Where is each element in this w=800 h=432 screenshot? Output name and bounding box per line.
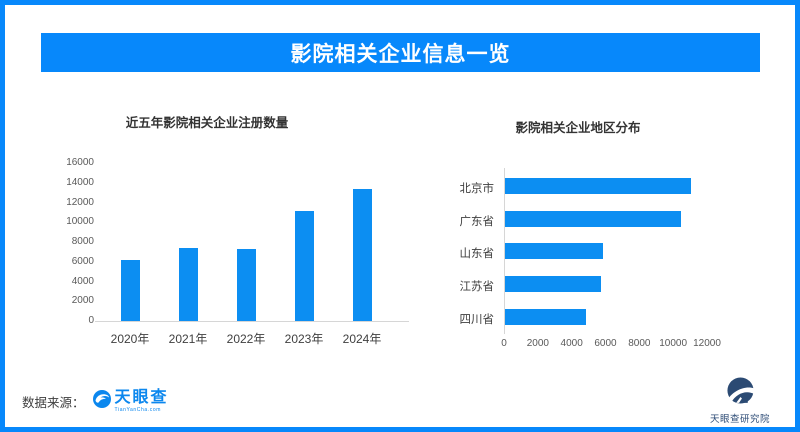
x-tick-label: 8000: [628, 338, 651, 349]
bar-2021年: [178, 248, 198, 321]
x-tick-label: 0: [501, 338, 507, 349]
institute-logo-icon: [726, 377, 755, 409]
y-category-label: 广东省: [459, 216, 495, 228]
x-tick-label: 4000: [560, 338, 583, 349]
title-bar: 影院相关企业信息一览: [41, 33, 760, 72]
y-tick-label: 14000: [66, 176, 94, 188]
bar-广东省: [505, 211, 681, 227]
tianyancha-logo-text: 天眼查: [114, 388, 169, 406]
y-tick-label: 0: [88, 315, 94, 326]
tianyancha-domain-text: TianYanCha.com: [114, 406, 161, 413]
y-category-label: 北京市: [459, 183, 495, 195]
x-tick-label: 12000: [693, 338, 721, 349]
y-category-label: 江苏省: [459, 281, 495, 293]
tianyancha-logo-icon: [92, 389, 111, 413]
x-tick-label: 10000: [659, 338, 688, 349]
bar-四川省: [505, 309, 586, 325]
y-tick-label: 2000: [71, 295, 94, 307]
content-card: 影院相关企业信息一览 近五年影院相关企业注册数量 0 2000 4000 6000 80…: [5, 5, 795, 427]
x-category-label: 2024年: [342, 332, 382, 346]
x-category-label: 2022年: [226, 332, 266, 346]
bar-2023年: [294, 211, 314, 321]
institute-name: 天眼查研究院: [709, 414, 770, 425]
x-category-label: 2020年: [110, 332, 150, 346]
bar-2020年: [120, 260, 140, 321]
x-category-label: 2023年: [284, 332, 324, 346]
y-tick-label: 12000: [66, 196, 94, 208]
page-title: 影院相关企业信息一览: [290, 42, 511, 66]
y-axis-line: [504, 168, 505, 334]
y-category-label: 山东省: [459, 248, 495, 260]
y-tick-label: 8000: [71, 236, 94, 247]
registrations-chart-title: 近五年影院相关企业注册数量: [125, 116, 289, 130]
x-tick-label: 2000: [526, 338, 549, 349]
y-tick-label: 6000: [71, 255, 94, 267]
bar-2024年: [352, 189, 372, 321]
y-tick-label: 10000: [66, 216, 94, 228]
y-category-label: 四川省: [459, 314, 495, 326]
bar-北京市: [505, 178, 691, 194]
bar-江苏省: [505, 276, 601, 292]
y-tick-label: 16000: [66, 157, 94, 168]
tianyancha-logo-text-block: 天眼查 TianYanCha.com: [114, 388, 169, 413]
regions-chart-title: 影院相关企业地区分布: [515, 121, 641, 135]
x-axis-line: [95, 321, 409, 322]
source-label: 数据来源：: [22, 395, 85, 410]
data-source: 数据来源： 天眼查 TianYanCha.com: [22, 386, 169, 416]
regions-chart: 影院相关企业地区分布 北京市广东省山东省江苏省四川省 0 2000 4000 6000 8…: [420, 105, 765, 363]
bar-2022年: [236, 249, 256, 321]
bar-山东省: [505, 243, 603, 259]
tianyancha-logo: 天眼查 TianYanCha.com: [92, 388, 169, 413]
institute-logo: 天眼查研究院: [701, 376, 779, 425]
x-category-label: 2021年: [168, 332, 208, 346]
y-tick-label: 4000: [71, 275, 94, 287]
x-tick-label: 6000: [594, 338, 617, 349]
registrations-chart: 近五年影院相关企业注册数量 0 2000 4000 6000 8000 10000 1200…: [62, 105, 412, 360]
